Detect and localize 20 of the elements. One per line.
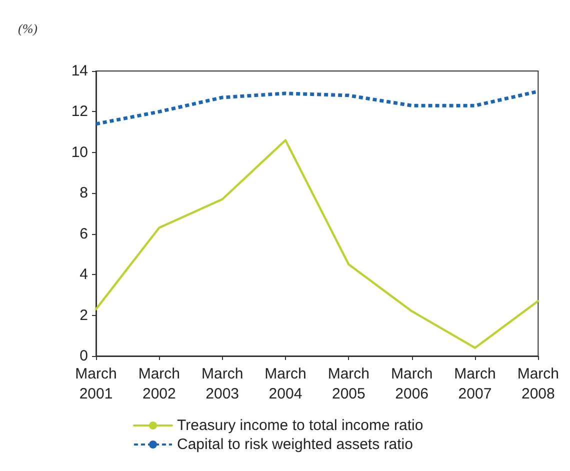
- x-tick-label: March 2004: [264, 366, 306, 402]
- y-tick-label: 8: [80, 184, 88, 202]
- y-tick-label: 14: [71, 62, 88, 80]
- y-tick-label: 4: [80, 266, 88, 284]
- x-tick-label: March 2006: [390, 366, 433, 402]
- y-tick-label: 10: [71, 144, 88, 161]
- x-tick-label: March 2008: [517, 366, 560, 402]
- x-tick-label: March 2003: [201, 366, 244, 402]
- y-axis-title: (%): [18, 21, 38, 36]
- legend-label: Treasury income to total income ratio: [177, 417, 424, 434]
- y-tick-label: 12: [71, 103, 88, 120]
- x-tick-label: March 2001: [75, 366, 117, 402]
- x-tick-label: March 2005: [328, 366, 370, 402]
- x-tick-label: March 2007: [454, 366, 496, 402]
- y-tick-label: 6: [80, 225, 88, 242]
- y-tick-label: 0: [80, 348, 88, 364]
- y-tick-label: 2: [80, 306, 88, 324]
- x-tick-label: March 2002: [138, 366, 180, 402]
- line-series: [94, 139, 540, 349]
- legend-label: Capital to risk weighted assets ratio: [177, 436, 413, 453]
